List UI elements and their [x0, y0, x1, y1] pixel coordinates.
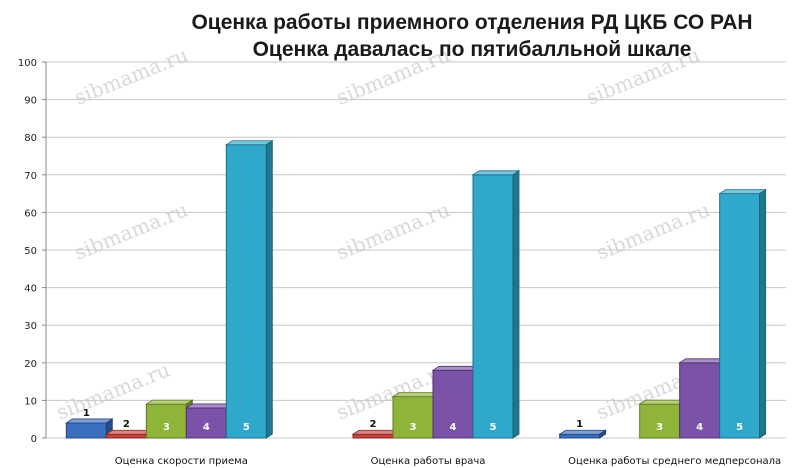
bar-top-face: [351, 429, 401, 435]
watermark-text: sibmama.ru: [593, 197, 713, 264]
bar-top-face: [471, 170, 521, 176]
bar: [225, 144, 267, 439]
x-axis-labels: Оценка скорости приема Оценка работы врач…: [115, 456, 781, 467]
bar-top-face: [558, 429, 607, 435]
bar-data-label: 4: [203, 422, 210, 433]
bar-top-face: [225, 140, 274, 146]
bar-data-label: 3: [163, 422, 170, 433]
bar: [559, 433, 601, 439]
x-category-label: Оценка работы среднего медперсонала: [568, 456, 781, 467]
y-axis: 0 10 20 30 40 50 60 70 80 90 100: [18, 58, 47, 445]
bar-data-label: 4: [450, 422, 457, 433]
bar: [472, 174, 514, 439]
y-tick-label: 90: [24, 96, 37, 107]
bar-data-label: 3: [656, 422, 663, 433]
bar-top-face: [718, 189, 767, 195]
bar-top-face: [431, 365, 481, 371]
bar-top-face: [638, 399, 687, 405]
bar-data-label: 2: [370, 419, 377, 430]
watermark-text: sibmama.ru: [71, 197, 191, 264]
bar-side-face: [265, 139, 273, 439]
bar: [352, 433, 394, 439]
bar-data-label: 5: [490, 422, 497, 433]
bar-data-label: 4: [696, 422, 703, 433]
y-tick-label: 100: [18, 58, 37, 69]
chart-subtitle: Оценка давалась по пятибалльной шкале: [253, 38, 692, 61]
bar-data-label: 3: [410, 422, 417, 433]
watermark-text: sibmama.ru: [333, 197, 453, 264]
y-tick-label: 60: [24, 208, 37, 219]
bar-data-label: 5: [243, 422, 250, 433]
bar-top-face: [678, 358, 727, 364]
y-tick-label: 70: [24, 171, 37, 182]
bar-data-label: 1: [83, 408, 90, 419]
bar: [392, 396, 434, 439]
bar-top-face: [105, 429, 154, 435]
bar-top-face: [145, 399, 194, 405]
bar-top-face: [185, 403, 234, 409]
bar: [432, 369, 474, 439]
y-tick-label: 20: [24, 359, 37, 370]
bars: 1 2 3 4 5 2 3 4 5 1 3 4 5: [65, 139, 767, 439]
bar-data-label: 5: [736, 422, 743, 433]
y-tick-label: 50: [24, 246, 37, 257]
y-tick-label: 40: [24, 284, 37, 295]
y-tick-label: 80: [24, 133, 37, 144]
bar-side-face: [599, 429, 607, 439]
chart-title: Оценка работы приемного отделения РД ЦКБ…: [191, 11, 752, 34]
bar-data-label: 2: [123, 419, 130, 430]
y-tick-label: 30: [24, 321, 37, 332]
x-category-label: Оценка работы врача: [371, 456, 486, 467]
bar: [105, 433, 147, 439]
y-tick-label: 10: [24, 396, 37, 407]
bar-side-face: [759, 188, 767, 439]
bar: [65, 422, 107, 439]
x-category-label: Оценка скорости приема: [115, 456, 248, 467]
bar: [719, 193, 761, 439]
bar-data-label: 1: [576, 419, 583, 430]
bar-top-face: [65, 418, 114, 424]
bar-side-face: [512, 170, 520, 439]
y-tick-label: 0: [31, 434, 37, 445]
bar-top-face: [391, 392, 441, 398]
